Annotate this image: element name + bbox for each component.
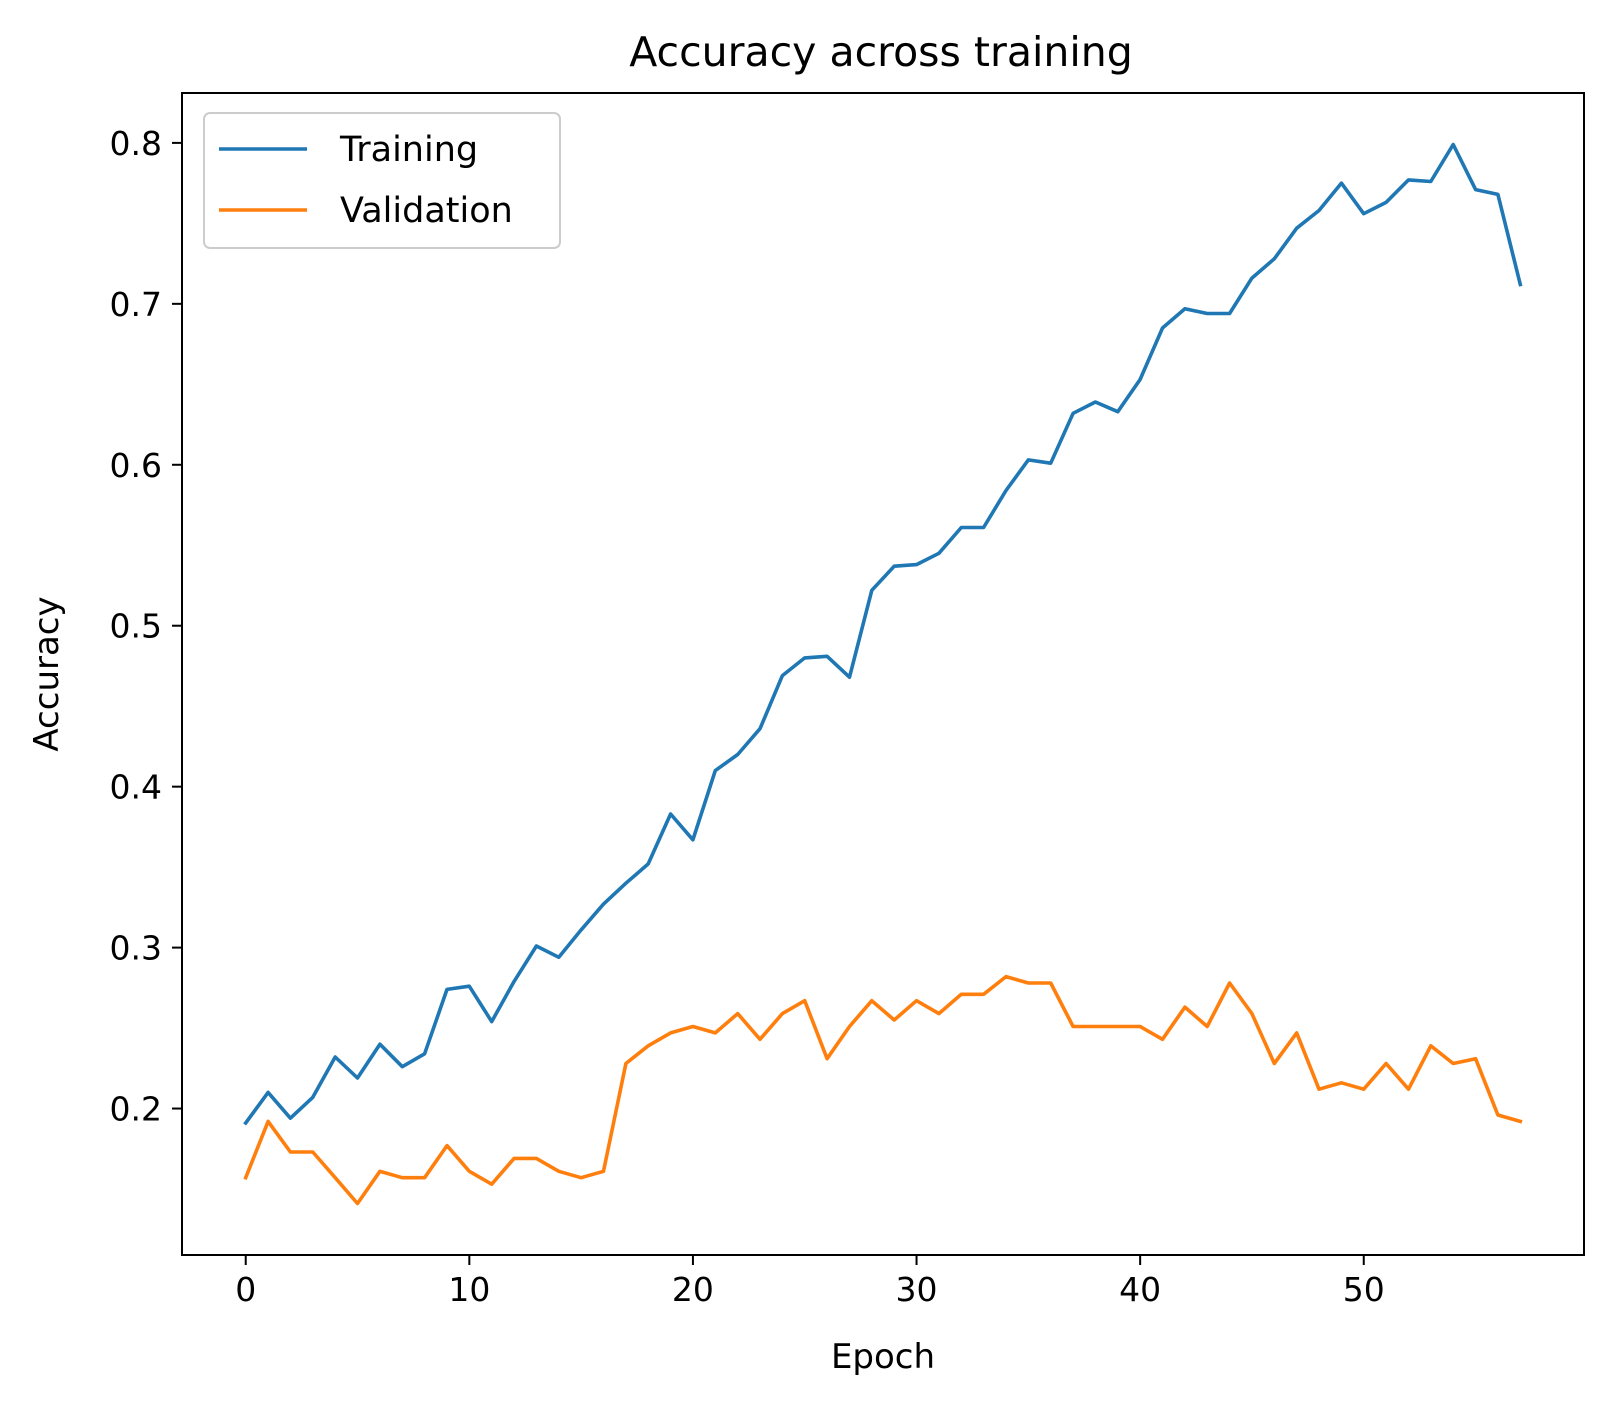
y-tick-label: 0.6 — [110, 446, 162, 485]
y-tick-label: 0.2 — [110, 1090, 162, 1129]
chart-title: Accuracy across training — [629, 28, 1133, 76]
x-tick-label: 20 — [672, 1270, 714, 1309]
legend-label-training: Training — [339, 130, 478, 170]
y-tick-label: 0.4 — [110, 768, 162, 807]
x-axis-title: Epoch — [831, 1337, 935, 1377]
y-tick-label: 0.7 — [110, 285, 162, 324]
y-tick-label: 0.5 — [110, 607, 162, 646]
x-tick-label: 10 — [448, 1270, 490, 1309]
x-tick-label: 0 — [235, 1270, 256, 1309]
x-tick-label: 30 — [896, 1270, 938, 1309]
legend-label-validation: Validation — [340, 191, 513, 231]
y-tick-label: 0.3 — [110, 929, 162, 968]
y-axis-title: Accuracy — [27, 596, 67, 751]
x-tick-label: 50 — [1343, 1270, 1385, 1309]
legend: Training Validation — [204, 113, 560, 248]
y-tick-label: 0.8 — [110, 124, 162, 163]
x-tick-label: 40 — [1119, 1270, 1161, 1309]
